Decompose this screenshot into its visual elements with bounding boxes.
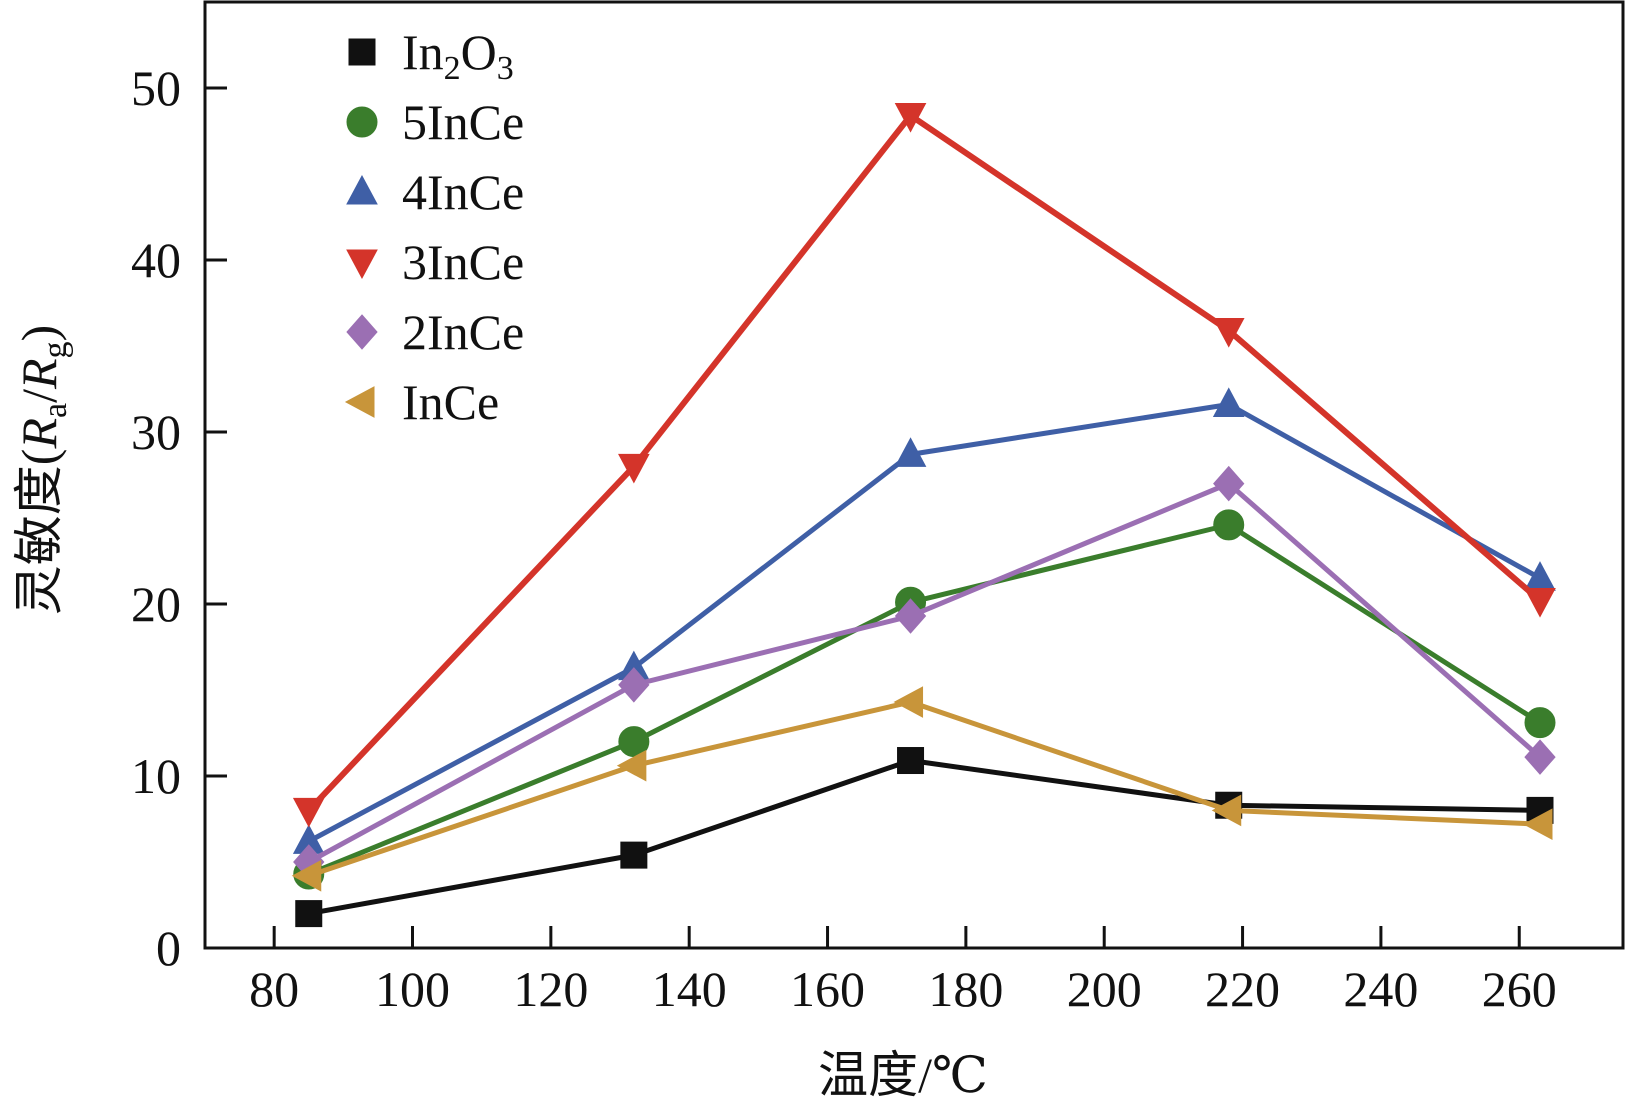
data-point (893, 686, 924, 718)
x-tick-label: 120 (513, 961, 588, 1017)
y-tick-label: 40 (131, 232, 181, 288)
legend-label: 4InCe (402, 164, 524, 220)
data-point (620, 841, 648, 869)
series-4InCe (292, 387, 1556, 854)
data-point (1213, 509, 1245, 541)
y-axis-title-suffix: ) (11, 325, 67, 342)
data-point (291, 859, 322, 892)
legend-marker (346, 249, 378, 280)
y-tick-label: 50 (131, 60, 181, 116)
legend-label: 5InCe (402, 94, 524, 150)
y-axis-title-prefix: 灵敏度( (11, 449, 67, 616)
series-line (307, 699, 1541, 879)
legend-label-part: O (461, 24, 497, 80)
legend-item: 2InCe (346, 304, 524, 360)
data-point (897, 747, 925, 775)
y-axis-title-den-var: R (11, 358, 67, 390)
legend-label-subscript: 3 (497, 50, 514, 87)
x-tick-label: 200 (1067, 961, 1142, 1017)
legend: In2O3 5InCe 4InCe 3InCe 2InCe InCe (344, 24, 524, 430)
series-5InCe (293, 509, 1556, 890)
x-tick-label: 140 (652, 961, 727, 1017)
y-axis-title-num-var: R (11, 418, 67, 450)
x-axis: 80 100 120 140 160 180 200 220 240 260 (249, 926, 1557, 1017)
series-3InCe (292, 103, 1556, 828)
legend-marker (348, 38, 376, 66)
data-point (616, 749, 647, 782)
series-layer (291, 103, 1556, 928)
x-axis-title: 温度/℃ (818, 1047, 988, 1103)
data-point (1211, 794, 1242, 827)
legend-marker (346, 174, 378, 205)
data-point (295, 900, 323, 928)
x-tick-label: 240 (1343, 961, 1418, 1017)
x-tick-label: 160 (790, 961, 865, 1017)
data-point (894, 103, 927, 133)
data-point (1524, 561, 1556, 591)
data-point (618, 667, 650, 703)
data-point (1524, 707, 1556, 739)
x-tick-label: 260 (1482, 961, 1557, 1017)
y-tick-label: 0 (156, 920, 181, 976)
x-tick-label: 100 (375, 961, 450, 1017)
x-tick-label: 180 (928, 961, 1003, 1017)
legend-marker (346, 314, 378, 350)
data-point (1212, 387, 1245, 417)
data-point (894, 598, 927, 634)
legend-marker (344, 386, 375, 418)
x-tick-label: 80 (249, 961, 299, 1017)
series-InCe (291, 686, 1553, 892)
data-point (1212, 318, 1245, 348)
series-line (308, 758, 1541, 917)
legend-label: InCe (402, 374, 499, 430)
y-axis-title-num-sub: a (37, 403, 74, 418)
legend-item: In2O3 (348, 24, 514, 87)
y-tick-label: 20 (131, 576, 181, 632)
data-point (894, 437, 927, 467)
x-tick-label: 220 (1205, 961, 1280, 1017)
y-axis-title-slash: / (11, 389, 67, 403)
plot-frame (203, 0, 1625, 950)
y-tick-label: 30 (131, 404, 181, 460)
series-In2O3 (295, 747, 1554, 928)
data-point (1524, 739, 1556, 775)
y-axis-title-den-sub: g (37, 341, 74, 358)
legend-item: 4InCe (346, 164, 524, 220)
data-point (292, 797, 325, 828)
data-point (618, 453, 650, 484)
legend-item: 5InCe (346, 94, 524, 150)
data-point (1524, 588, 1556, 618)
legend-item: InCe (344, 374, 499, 430)
series-2InCe (293, 465, 1556, 880)
y-axis: 0 10 20 30 40 50 (131, 60, 227, 976)
legend-marker (346, 106, 378, 138)
y-tick-label: 10 (131, 748, 181, 804)
legend-label: 3InCe (402, 234, 524, 290)
legend-label-part: In (402, 24, 444, 80)
data-point (1213, 465, 1245, 502)
series-line (307, 401, 1542, 844)
legend-label: 2InCe (402, 304, 524, 360)
y-axis-title: 灵敏度(Ra/Rg) (11, 325, 74, 615)
legend-label: In2O3 (402, 24, 514, 87)
series-line (307, 522, 1542, 877)
data-point (1522, 808, 1553, 840)
legend-item: 3InCe (346, 234, 524, 290)
legend-label-subscript: 2 (444, 50, 461, 87)
